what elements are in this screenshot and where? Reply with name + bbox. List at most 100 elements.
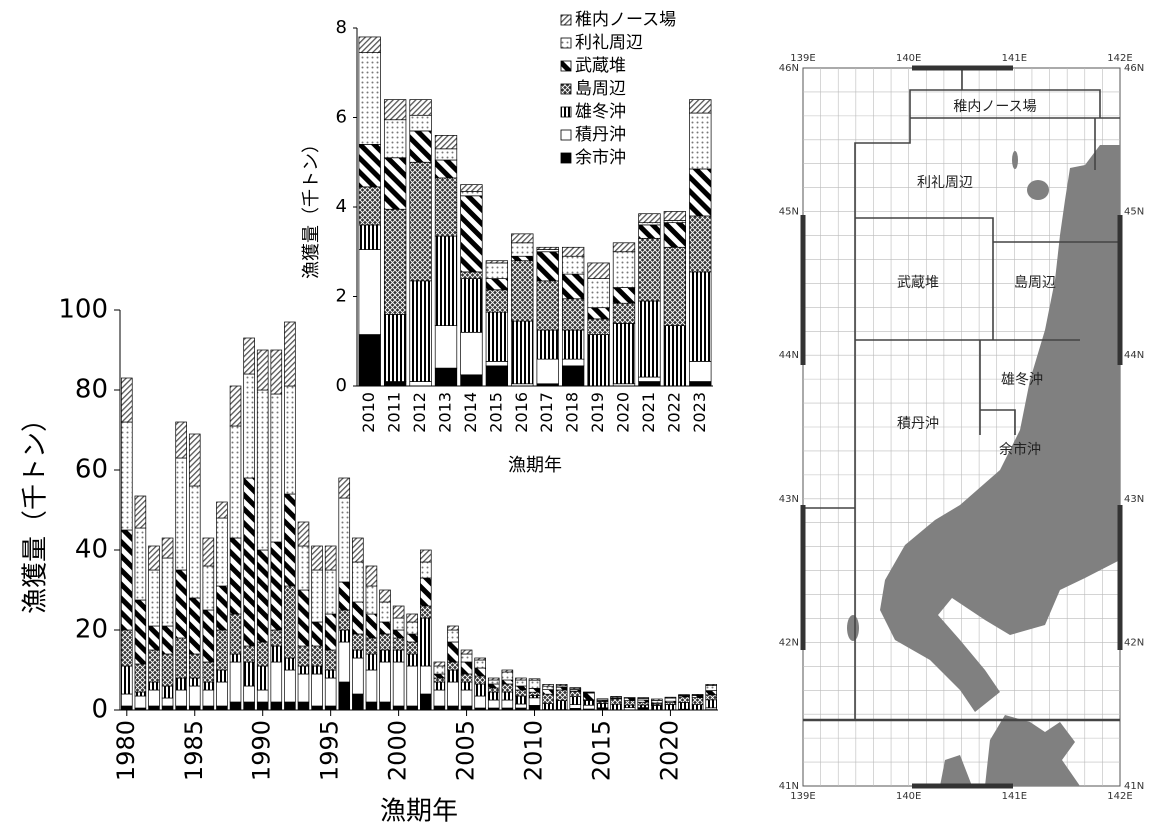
bar-segment: [352, 561, 364, 603]
x-tick-label: 2005: [452, 720, 480, 781]
x-tick-label: 2000: [384, 720, 412, 781]
bar-segment: [358, 144, 381, 188]
bar-segment: [229, 701, 242, 711]
bar-segment: [447, 641, 459, 663]
bar-segment: [202, 565, 215, 611]
bar-segment: [216, 585, 228, 631]
bar-segment: [175, 689, 187, 707]
bar-segment: [663, 325, 687, 387]
bar-segment: [175, 677, 187, 691]
bar-segment: [623, 704, 636, 708]
bar-segment: [511, 260, 534, 322]
bar-segment: [691, 697, 704, 705]
bar-segment: [202, 681, 215, 691]
bar-segment: [474, 675, 486, 685]
bar-segment: [121, 629, 133, 667]
lon-label: 141E: [1002, 791, 1027, 802]
frame-mark: [800, 65, 1123, 789]
bar-segment: [501, 679, 514, 685]
bar-segment: [392, 617, 405, 631]
lat-label: 46N: [779, 63, 799, 74]
bar-segment: [664, 704, 677, 711]
bar-segment: [528, 697, 541, 706]
bar-segment: [338, 681, 351, 711]
bar-segment: [365, 565, 378, 587]
bar-segment: [352, 657, 364, 695]
bar-segment: [229, 653, 242, 663]
bar-segment: [365, 701, 378, 711]
bar-segment: [202, 537, 215, 567]
bar-segment: [392, 705, 405, 711]
bar-segment: [379, 661, 391, 703]
bar-segment: [487, 691, 500, 701]
x-tick-label: 2013: [436, 392, 455, 433]
bar-segment: [587, 262, 610, 279]
bar-segment: [583, 692, 595, 701]
bar-segment: [447, 705, 459, 711]
bar-segment: [583, 704, 595, 710]
bar-segment: [161, 557, 174, 627]
legend-label: 余市沖: [575, 148, 626, 168]
bar-segment: [542, 693, 554, 704]
bar-segment: [270, 393, 283, 543]
bar-segment: [148, 649, 160, 683]
bar-segment: [561, 246, 585, 257]
bar-segment: [409, 161, 432, 282]
bar-segment: [358, 334, 381, 387]
y-tick-label: 2: [336, 286, 347, 307]
bar-segment: [324, 669, 337, 679]
bar-segment: [270, 629, 283, 647]
legend-swatch: [560, 14, 572, 26]
bar-segment: [229, 613, 242, 655]
bar-segment: [705, 685, 717, 691]
bar-segment: [663, 222, 687, 248]
x-tick-label: 2018: [563, 392, 582, 433]
bar-segment: [561, 273, 585, 300]
bar-segment: [638, 381, 661, 387]
bar-segment: [406, 641, 418, 655]
bar-segment: [583, 700, 595, 706]
bar-segment: [420, 549, 432, 563]
bar-segment: [433, 705, 446, 711]
bar-segment: [256, 701, 269, 711]
bar-segment: [447, 661, 459, 671]
bar-segment: [338, 581, 351, 611]
bar-segment: [161, 625, 174, 655]
bar-segment: [487, 683, 500, 689]
bar-segment: [689, 361, 712, 382]
bar-segment: [651, 700, 663, 704]
lon-label: 139E: [790, 53, 815, 64]
bar-segment: [460, 705, 473, 711]
bar-segment: [338, 497, 351, 583]
bar-segment: [229, 661, 242, 703]
bar-segment: [392, 629, 405, 639]
bar-segment: [121, 377, 133, 423]
x-tick-label: 2012: [410, 392, 429, 433]
bar-segment: [474, 683, 486, 697]
bar-segment: [612, 323, 636, 385]
bar-segment: [311, 705, 323, 711]
x-tick-label: 2022: [664, 392, 683, 433]
bar-segment: [536, 329, 559, 360]
bar-segment: [324, 705, 337, 711]
bar-segment: [284, 493, 296, 587]
bar-segment: [243, 701, 255, 711]
bar-segment: [664, 696, 677, 699]
bar-segment: [256, 389, 269, 551]
legend-label: 島周辺: [575, 79, 626, 99]
y-tick-label: 8: [336, 17, 347, 38]
bar-segment: [447, 669, 459, 683]
bar-segment: [587, 334, 610, 387]
bar-segment: [392, 649, 405, 663]
bar-segment: [134, 599, 147, 665]
bar-segment: [256, 549, 269, 643]
bar-segment: [663, 246, 687, 326]
area-label: 積丹沖: [897, 416, 939, 432]
bar-segment: [460, 374, 483, 387]
area-boundaries: [800, 65, 1123, 789]
bar-segment: [638, 376, 661, 382]
bar-segment: [324, 649, 337, 671]
bar-segment: [352, 601, 364, 635]
bar-segment: [434, 367, 458, 387]
bar-segment: [528, 678, 541, 681]
